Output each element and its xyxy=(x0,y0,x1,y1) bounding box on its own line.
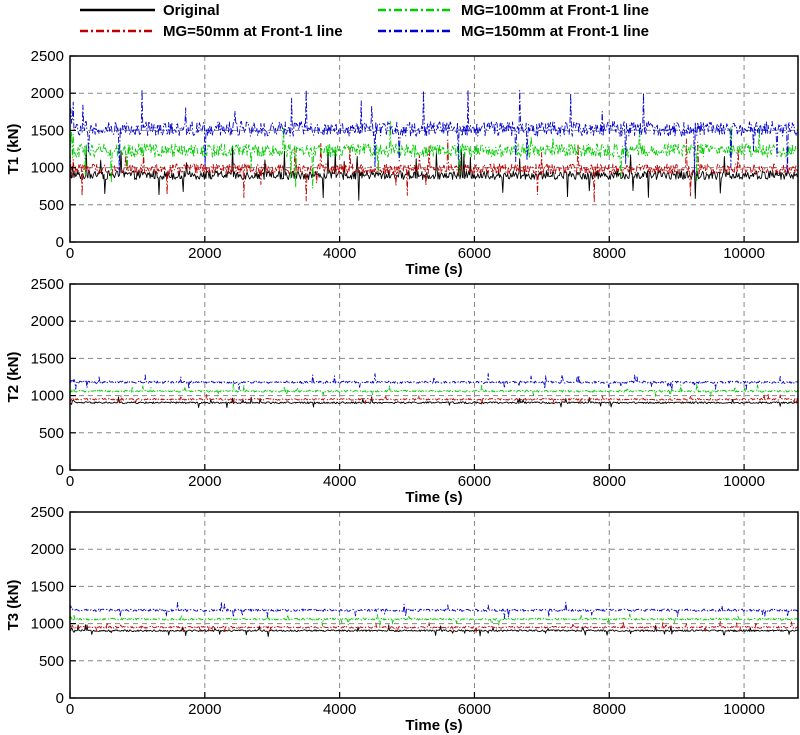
x-tick-label: 6000 xyxy=(458,245,491,262)
panel-2: 0 500 1000 1500 2000 2500 0 2000 4000 6000 8000 100… xyxy=(5,276,799,506)
plot-frame xyxy=(69,283,799,471)
plot-frame xyxy=(69,511,799,699)
x-tick-label: 4000 xyxy=(323,473,356,490)
series-line-2 xyxy=(69,138,799,203)
y-tick-label: 2000 xyxy=(31,541,64,558)
y-tick-label: 1500 xyxy=(31,122,64,139)
x-tick-label: 4000 xyxy=(323,245,356,262)
y-axis-label: T1 (kN) xyxy=(5,124,22,175)
y-tick-label: 2000 xyxy=(31,313,64,330)
y-tick-label: 1000 xyxy=(31,388,64,405)
x-tick-label: 0 xyxy=(66,245,74,262)
legend-label-mg100: MG=100mm at Front-1 line xyxy=(461,2,649,19)
y-tick-label: 500 xyxy=(39,425,64,442)
x-tick-label: 4000 xyxy=(323,701,356,718)
x-tick-label: 8000 xyxy=(593,245,626,262)
series-line-2 xyxy=(69,621,799,633)
legend-label-mg50: MG=50mm at Front-1 line xyxy=(163,23,343,40)
series-line-3 xyxy=(69,613,799,627)
x-tick-label: 2000 xyxy=(188,701,221,718)
series-line-2 xyxy=(69,394,799,406)
series-line-4 xyxy=(69,373,799,391)
y-tick-label: 2500 xyxy=(31,48,64,65)
legend-label-original: Original xyxy=(163,2,220,19)
y-tick-label: 0 xyxy=(56,690,64,707)
y-tick-label: 500 xyxy=(39,197,64,214)
legend: Original MG=50mm at Front-1 line MG=100m… xyxy=(80,2,649,40)
y-axis-label: T3 (kN) xyxy=(5,580,22,631)
legend-label-mg150: MG=150mm at Front-1 line xyxy=(461,23,649,40)
x-axis-label: Time (s) xyxy=(405,489,462,506)
y-tick-label: 0 xyxy=(56,462,64,479)
series-line-3 xyxy=(69,120,799,189)
y-tick-label: 1500 xyxy=(31,578,64,595)
y-tick-label: 2500 xyxy=(31,504,64,521)
x-tick-label: 8000 xyxy=(593,701,626,718)
y-tick-label: 2000 xyxy=(31,85,64,102)
x-tick-label: 0 xyxy=(66,701,74,718)
x-tick-label: 2000 xyxy=(188,473,221,490)
x-tick-label: 6000 xyxy=(458,701,491,718)
x-tick-label: 10000 xyxy=(723,473,765,490)
y-tick-label: 0 xyxy=(56,234,64,251)
series-line-4 xyxy=(69,601,799,619)
series-line-4 xyxy=(69,88,799,176)
series-line-1 xyxy=(69,145,799,201)
series-line-1 xyxy=(69,624,799,637)
x-tick-label: 2000 xyxy=(188,245,221,262)
x-tick-label: 0 xyxy=(66,473,74,490)
y-tick-label: 500 xyxy=(39,653,64,670)
x-tick-label: 8000 xyxy=(593,473,626,490)
y-tick-label: 1000 xyxy=(31,160,64,177)
y-tick-label: 2500 xyxy=(31,276,64,293)
y-tick-label: 1500 xyxy=(31,350,64,367)
x-tick-label: 10000 xyxy=(723,245,765,262)
x-axis-label: Time (s) xyxy=(405,261,462,278)
series-line-1 xyxy=(69,396,799,409)
x-axis-label: Time (s) xyxy=(405,717,462,734)
plot-frame xyxy=(69,55,799,243)
y-axis-label: T2 (kN) xyxy=(5,352,22,403)
panel-3: 0 500 1000 1500 2000 2500 0 2000 4000 6000 8000 100… xyxy=(5,504,799,734)
panel-1: 0 500 1000 1500 2000 2500 0 2000 4000 6000 8000 100… xyxy=(5,48,799,278)
x-tick-label: 10000 xyxy=(723,701,765,718)
y-tick-label: 1000 xyxy=(31,616,64,633)
series-line-3 xyxy=(69,383,799,398)
x-tick-label: 6000 xyxy=(458,473,491,490)
